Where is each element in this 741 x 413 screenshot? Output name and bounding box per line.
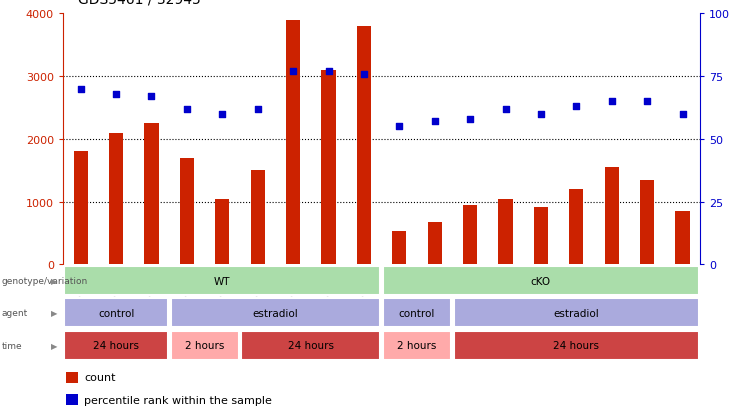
Bar bbox=[640, 180, 654, 265]
FancyBboxPatch shape bbox=[242, 331, 380, 360]
Bar bbox=[499, 199, 513, 265]
Bar bbox=[286, 21, 300, 265]
FancyBboxPatch shape bbox=[453, 331, 699, 360]
Bar bbox=[322, 71, 336, 265]
Bar bbox=[534, 207, 548, 265]
Point bbox=[464, 116, 476, 123]
Bar bbox=[66, 372, 78, 383]
FancyBboxPatch shape bbox=[453, 299, 699, 328]
Text: estradiol: estradiol bbox=[554, 308, 599, 318]
Text: time: time bbox=[1, 341, 22, 350]
FancyBboxPatch shape bbox=[170, 299, 380, 328]
Text: ▶: ▶ bbox=[50, 309, 57, 318]
Point bbox=[110, 91, 122, 98]
Point bbox=[216, 111, 228, 118]
Bar bbox=[605, 168, 619, 265]
Bar bbox=[357, 27, 371, 265]
Text: 2 hours: 2 hours bbox=[185, 340, 225, 350]
FancyBboxPatch shape bbox=[170, 331, 239, 360]
Point bbox=[429, 119, 441, 126]
Bar bbox=[180, 158, 194, 265]
Bar bbox=[215, 199, 230, 265]
Text: 24 hours: 24 hours bbox=[288, 340, 333, 350]
Bar bbox=[392, 232, 406, 265]
Bar bbox=[428, 222, 442, 265]
Text: estradiol: estradiol bbox=[253, 308, 299, 318]
Point bbox=[75, 86, 87, 93]
Text: control: control bbox=[98, 308, 134, 318]
Bar bbox=[73, 152, 87, 265]
Text: 2 hours: 2 hours bbox=[397, 340, 436, 350]
Text: agent: agent bbox=[1, 309, 27, 318]
Point bbox=[145, 94, 157, 100]
Text: control: control bbox=[399, 308, 435, 318]
Point bbox=[322, 69, 334, 75]
Point bbox=[641, 99, 653, 105]
Text: cKO: cKO bbox=[531, 276, 551, 286]
FancyBboxPatch shape bbox=[64, 266, 380, 295]
Point bbox=[181, 106, 193, 113]
Text: ▶: ▶ bbox=[50, 276, 57, 285]
Text: 24 hours: 24 hours bbox=[554, 340, 599, 350]
FancyBboxPatch shape bbox=[383, 331, 451, 360]
Text: WT: WT bbox=[214, 276, 230, 286]
Text: ▶: ▶ bbox=[50, 341, 57, 350]
FancyBboxPatch shape bbox=[64, 299, 167, 328]
Point bbox=[252, 106, 264, 113]
Point bbox=[499, 106, 511, 113]
Point bbox=[677, 111, 688, 118]
FancyBboxPatch shape bbox=[383, 299, 451, 328]
Bar bbox=[109, 133, 123, 265]
Bar bbox=[66, 394, 78, 405]
Point bbox=[393, 124, 405, 131]
Bar bbox=[463, 205, 477, 265]
Point bbox=[535, 111, 547, 118]
Text: GDS5461 / 32945: GDS5461 / 32945 bbox=[78, 0, 201, 6]
Point bbox=[358, 71, 370, 78]
Text: 24 hours: 24 hours bbox=[93, 340, 139, 350]
Point bbox=[288, 69, 299, 75]
Text: percentile rank within the sample: percentile rank within the sample bbox=[84, 394, 272, 405]
Bar bbox=[250, 171, 265, 265]
Text: count: count bbox=[84, 373, 116, 382]
Bar bbox=[144, 124, 159, 265]
FancyBboxPatch shape bbox=[64, 331, 167, 360]
Bar bbox=[569, 190, 583, 265]
Point bbox=[606, 99, 618, 105]
Text: genotype/variation: genotype/variation bbox=[1, 276, 87, 285]
Point bbox=[571, 104, 582, 110]
Bar bbox=[676, 211, 690, 265]
FancyBboxPatch shape bbox=[383, 266, 699, 295]
